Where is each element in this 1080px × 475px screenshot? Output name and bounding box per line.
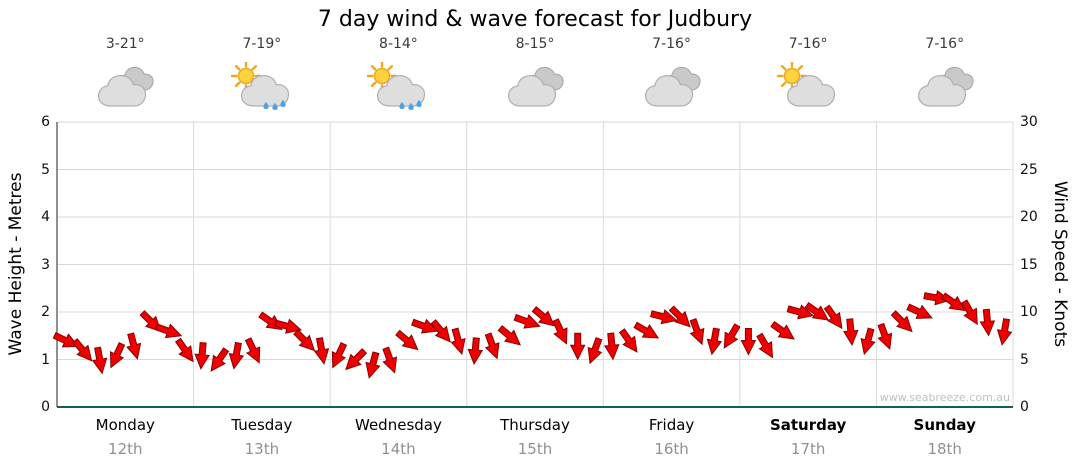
temp-range: 3-21°: [105, 36, 145, 52]
chart-title: 7 day wind & wave forecast for Judbury: [317, 7, 753, 32]
temp-range: 7-19°: [242, 36, 282, 52]
wave-height-tick: 6: [41, 114, 50, 130]
wave-height-tick: 5: [41, 161, 50, 178]
watermark: www.seabreeze.com.au: [879, 391, 1010, 404]
wind-speed-tick: 30: [1020, 114, 1038, 130]
date-label: 14th: [381, 440, 416, 458]
sun-cloud-rain-icon: [367, 62, 426, 110]
date-label: 12th: [108, 440, 143, 458]
day-label: Wednesday: [355, 416, 442, 434]
day-label: Saturday: [769, 416, 847, 434]
date-label: 15th: [517, 440, 553, 458]
cloudy-icon: [644, 66, 701, 107]
temp-range: 7-16°: [925, 36, 965, 52]
date-label: 13th: [244, 440, 280, 458]
temp-range: 8-15°: [515, 36, 555, 52]
sun-cloud-rain-icon: [230, 62, 290, 110]
wave-height-tick: 1: [41, 351, 50, 368]
temp-range: 8-14°: [379, 36, 418, 52]
date-label: 16th: [654, 440, 689, 458]
wave-height-tick: 4: [41, 209, 50, 225]
wave-height-tick: 3: [41, 256, 50, 273]
right-axis-title: Wind Speed - Knots: [1050, 180, 1070, 348]
cloudy-icon: [507, 66, 564, 107]
date-label: 17th: [790, 440, 826, 458]
wind-speed-tick: 25: [1020, 161, 1038, 178]
wave-height-tick: 0: [41, 399, 50, 415]
temp-range: 7-16°: [652, 36, 691, 52]
gridlines: [57, 121, 1014, 407]
wind-speed-tick: 15: [1020, 256, 1038, 273]
date-label: 18th: [927, 440, 962, 458]
wind-speed-tick: 0: [1020, 399, 1029, 415]
sun-cloud-icon: [776, 62, 836, 107]
wind-arrows: [52, 290, 1013, 379]
day-label: Friday: [648, 416, 695, 434]
day-label: Tuesday: [231, 416, 293, 434]
wave-height-tick: 2: [41, 304, 50, 320]
wind-speed-tick: 20: [1020, 209, 1038, 225]
day-label: Sunday: [913, 416, 976, 434]
day-label: Monday: [95, 416, 155, 434]
day-label: Thursday: [500, 416, 570, 434]
wind-speed-tick: 5: [1020, 351, 1029, 368]
cloudy-icon: [98, 66, 154, 107]
temp-range: 7-16°: [788, 36, 828, 52]
wind-speed-tick: 10: [1020, 304, 1038, 320]
cloudy-icon: [917, 66, 974, 107]
